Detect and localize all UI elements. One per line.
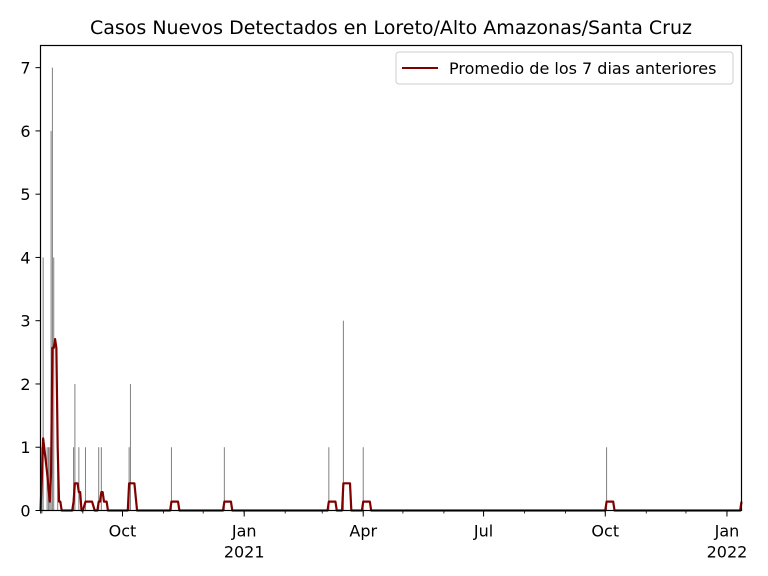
y-axis: 0 1 2 3 4 5 6 7	[20, 59, 41, 521]
x-tick-year-label: 2021	[224, 543, 265, 562]
x-tick-year-label: 2022	[707, 543, 748, 562]
bar-series	[41, 67, 742, 511]
bar	[51, 67, 53, 511]
bar	[78, 447, 80, 511]
x-tick-label: Apr	[349, 522, 377, 541]
line-series	[39, 337, 743, 512]
average-line	[39, 337, 743, 512]
y-tick-label: 5	[20, 185, 30, 204]
x-tick-label: Oct	[591, 522, 619, 541]
bar	[73, 447, 75, 511]
y-tick-label: 2	[20, 375, 30, 394]
y-tick-label: 3	[20, 312, 30, 331]
bar	[223, 447, 225, 511]
y-tick-label: 4	[20, 248, 30, 267]
y-tick-label: 0	[20, 502, 30, 521]
bar	[53, 257, 55, 511]
legend-label: Promedio de los 7 dias anteriores	[449, 59, 716, 78]
bar	[362, 447, 364, 511]
x-tick-label: Jan	[714, 522, 740, 541]
bar	[74, 383, 76, 511]
plot-frame	[39, 44, 743, 512]
bar	[606, 447, 608, 511]
chart-title: Casos Nuevos Detectados en Loreto/Alto A…	[90, 17, 692, 39]
bar	[98, 447, 100, 511]
x-tick-label: Oct	[109, 522, 137, 541]
bar	[129, 383, 131, 511]
bar	[328, 447, 330, 511]
y-tick-label: 6	[20, 122, 30, 141]
legend-box	[395, 51, 734, 85]
bar	[170, 447, 172, 511]
legend: Promedio de los 7 dias anteriores	[395, 51, 734, 85]
bar	[342, 320, 344, 511]
bar	[84, 447, 86, 511]
bar	[42, 257, 44, 511]
bar	[50, 130, 52, 511]
y-tick-label: 1	[20, 438, 30, 457]
bar	[128, 447, 130, 511]
y-tick-label: 7	[20, 59, 30, 78]
x-tick-label: Jul	[473, 522, 493, 541]
x-tick-label: Jan	[231, 522, 257, 541]
bar	[100, 447, 102, 511]
x-axis: Oct Jan 2021 Apr Jul Oct Jan 2022	[40, 510, 748, 562]
